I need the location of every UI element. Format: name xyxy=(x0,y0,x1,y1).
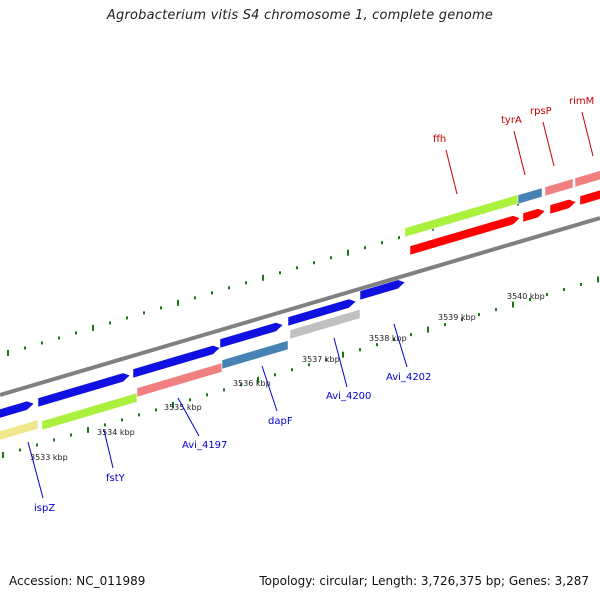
gene-label-leader xyxy=(177,397,200,437)
gene-label-leader xyxy=(261,365,278,412)
kbp-label: 3540 kbp xyxy=(507,292,545,301)
gene-label: Avi_4197 xyxy=(182,440,227,451)
gene-feature-pink xyxy=(136,362,223,398)
gene-label: rimM xyxy=(569,96,594,107)
gene-feature-green xyxy=(41,392,138,431)
gene-label-leader xyxy=(445,149,458,195)
gene-label-leader xyxy=(581,111,594,157)
kbp-label: 3539 kbp xyxy=(438,313,476,322)
gene-feature-blue xyxy=(37,372,131,408)
gene-label: rpsP xyxy=(530,106,552,117)
gene-label: fstY xyxy=(106,473,126,484)
gene-feature-red xyxy=(579,189,600,206)
gene-feature-pink xyxy=(574,170,600,188)
gene-feature-steelblue xyxy=(221,340,289,370)
inner-tick-track xyxy=(2,276,599,458)
gene-feature-blue xyxy=(132,345,221,379)
gene-feature-blue xyxy=(0,400,35,419)
gene-label: ffh xyxy=(433,134,446,145)
gene-label: dapF xyxy=(268,416,293,427)
outer-tick-track xyxy=(7,180,587,356)
gene-label: ispZ xyxy=(34,503,55,514)
gene-label: Avi_4200 xyxy=(326,391,371,402)
gene-label-leader xyxy=(542,121,555,167)
genome-stats: Topology: circular; Length: 3,726,375 bp… xyxy=(259,574,589,588)
map-title: Agrobacterium vitis S4 chromosome 1, com… xyxy=(106,8,494,23)
gene-feature-pink xyxy=(544,178,574,197)
gene-feature-blue xyxy=(287,298,357,327)
gene-label-leader xyxy=(333,337,348,388)
kbp-label: 3536 kbp xyxy=(233,379,271,388)
gene-feature-red xyxy=(522,208,546,223)
kbp-label: 3533 kbp xyxy=(30,453,68,462)
accession-text: Accession: NC_011989 xyxy=(9,574,146,588)
gene-feature-steelblue xyxy=(517,187,543,205)
backbone-line xyxy=(0,216,600,397)
kbp-label: 3538 kbp xyxy=(369,334,407,343)
gene-label-leader xyxy=(393,323,408,368)
gene-feature-blue xyxy=(219,322,284,349)
gene-label-leader xyxy=(103,429,114,469)
gene-feature-yellow xyxy=(0,419,39,441)
gene-feature-red xyxy=(549,199,577,215)
gene-feature-gray xyxy=(289,309,361,340)
kbp-label: 3537 kbp xyxy=(302,355,340,364)
gene-label-leader xyxy=(27,441,44,499)
gene-feature-red xyxy=(409,215,521,256)
kbp-label: 3534 kbp xyxy=(97,428,135,437)
gene-feature-blue xyxy=(359,279,406,301)
gene-label: tyrA xyxy=(501,115,522,126)
gene-label: Avi_4202 xyxy=(386,372,431,383)
gene-features xyxy=(0,170,600,441)
gene-labels: ispZ fstY Avi_4197 dapF Avi_4200 Avi_4202 ffh t… xyxy=(27,96,594,514)
gene-label-leader xyxy=(513,130,526,176)
